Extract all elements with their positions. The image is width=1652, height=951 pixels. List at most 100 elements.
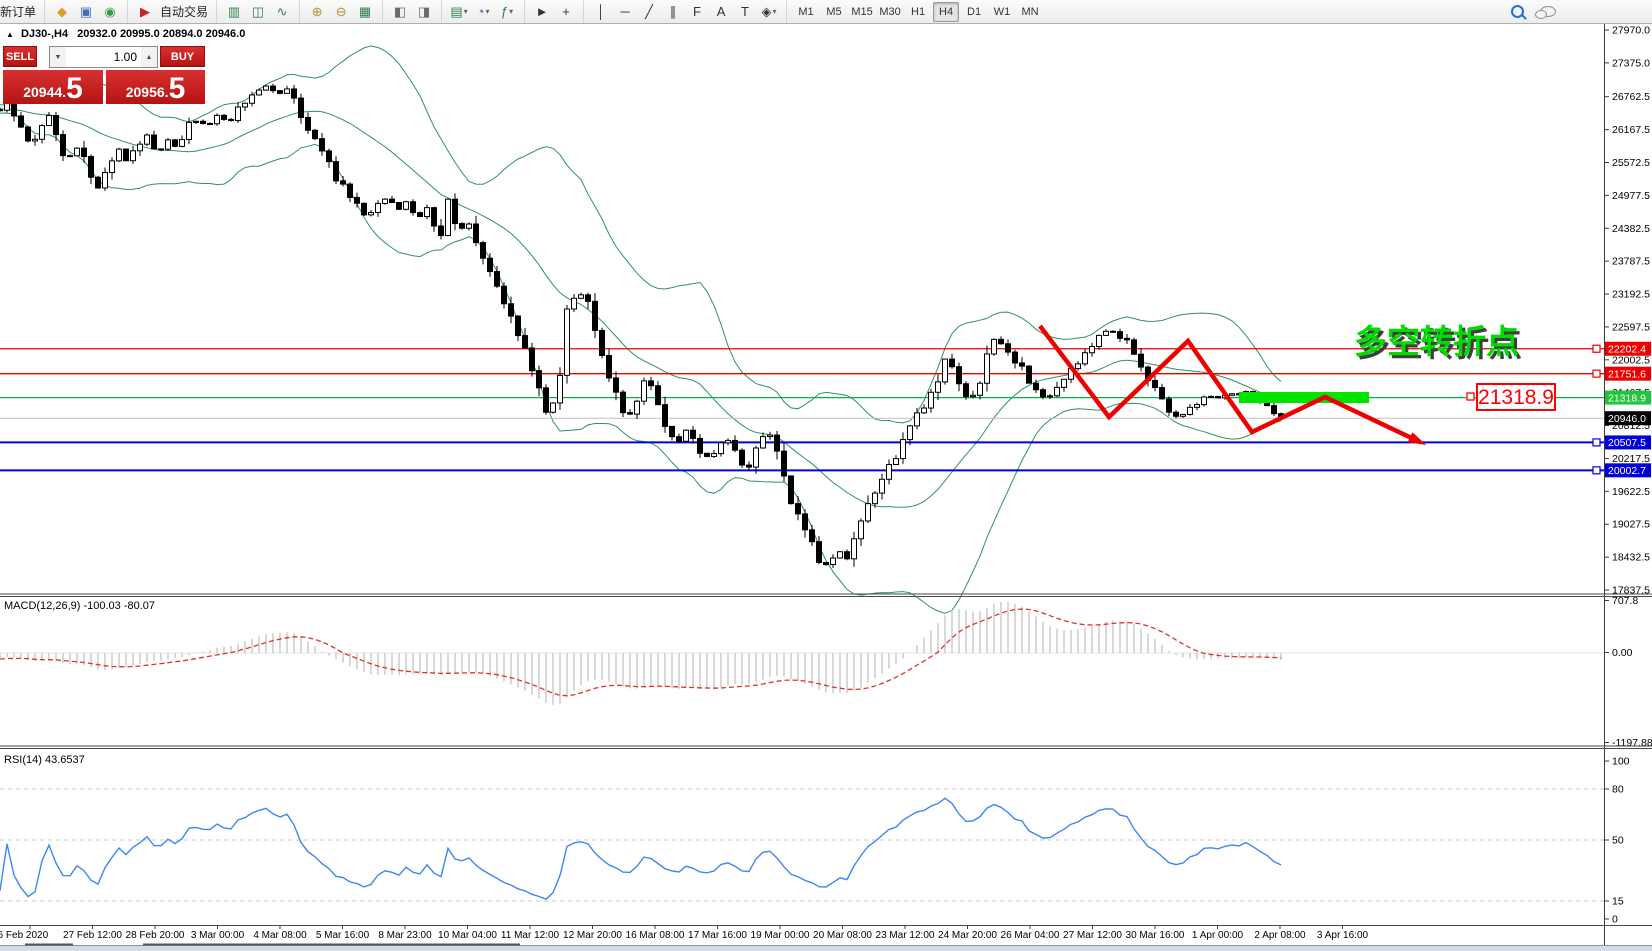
cascade-icon[interactable]: ◧ [393,3,407,19]
timeframe-mn[interactable]: MN [1021,5,1039,18]
svg-text:20002.7: 20002.7 [1608,465,1646,477]
svg-text:19027.5: 19027.5 [1612,519,1650,531]
svg-text:23192.5: 23192.5 [1612,289,1650,301]
toolbar-right [1503,0,1564,23]
svg-text:19622.5: 19622.5 [1612,486,1650,498]
svg-text:27 Feb 12:00: 27 Feb 12:00 [63,930,122,941]
trendline-icon[interactable]: ╱ [645,3,653,19]
svg-text:10 Mar 04:00: 10 Mar 04:00 [438,930,497,941]
chat-icon[interactable] [1535,6,1556,19]
vline-icon[interactable]: │ [596,4,606,19]
text-icon[interactable]: A [716,4,726,19]
dropdown-caret-icon[interactable]: ▾ [463,7,468,16]
toolbar: 新订单 ◆ ▣ ◉ ▶ 自动交易 ▥ ◫ ∿ ⊕ ⊖ ▦ ◧ ◨ ▤ ▾ ◔ ▾ ƒ ▾ ► + │ ─ ╱ ∥ F A T ◈ ▾… [0,0,1652,24]
line-chart-icon[interactable]: ∿ [276,3,288,19]
svg-text:80: 80 [1612,784,1624,796]
timeframe-w1[interactable]: W1 [993,5,1011,18]
level-lines [0,344,1604,475]
crosshair-icon[interactable]: + [562,4,570,19]
svg-text:3 Mar 00:00: 3 Mar 00:00 [191,930,245,941]
tile-windows-icon[interactable]: ▦ [358,3,372,19]
collapse-icon[interactable]: ▲ [6,30,14,39]
cursor-icon[interactable]: ► [535,4,549,19]
svg-text:20946.0: 20946.0 [1608,413,1646,425]
svg-text:17 Mar 16:00: 17 Mar 16:00 [688,930,747,941]
buy-button[interactable]: BUY [160,46,205,67]
sell-button[interactable]: SELL [3,46,37,67]
timeframe-d1[interactable]: D1 [967,5,982,18]
timeframe-m1[interactable]: M1 [798,5,814,18]
new-order-button[interactable]: 新订单 [0,5,37,19]
dropdown-caret-icon[interactable]: ▾ [485,7,490,16]
signal-icon[interactable]: ◉ [104,3,116,19]
svg-text:27375.0: 27375.0 [1612,57,1650,69]
svg-text:15: 15 [1612,896,1624,908]
indicators-icon[interactable]: ƒ ▾ [500,4,514,19]
svg-text:24977.5: 24977.5 [1612,190,1650,202]
package-icon[interactable]: ◆ [57,3,68,19]
timeframe-h4[interactable]: H4 [933,1,960,22]
bar-chart-icon[interactable]: ▥ [227,3,241,19]
svg-text:12 Mar 20:00: 12 Mar 20:00 [563,930,622,941]
dropdown-caret-icon[interactable]: ▾ [509,7,514,16]
svg-text:26 Feb 2020: 26 Feb 2020 [0,930,49,941]
svg-text:24 Mar 20:00: 24 Mar 20:00 [938,930,997,941]
panel-separators [0,593,1652,926]
autotrade-button[interactable]: 自动交易 [160,5,209,19]
svg-text:2 Apr 08:00: 2 Apr 08:00 [1254,930,1306,941]
svg-text:707.8: 707.8 [1612,595,1638,607]
candlestick-icon[interactable]: ◫ [251,3,265,19]
rsi-panel: RSI(14) 43.6537 [0,754,1604,902]
macd-title: MACD(12,26,9) -100.03 -80.07 [4,600,155,612]
channel-icon[interactable]: ∥ [669,3,677,19]
svg-text:25572.5: 25572.5 [1612,157,1650,169]
label-icon[interactable]: T [741,4,749,19]
bollinger-bands [0,45,1282,614]
svg-text:27 Mar 12:00: 27 Mar 12:00 [1063,930,1122,941]
period-icon[interactable]: ◔ ▾ [476,4,490,19]
toolbar-group: ► + [524,0,583,23]
svg-text:22202.4: 22202.4 [1608,344,1646,356]
svg-text:100: 100 [1612,756,1630,768]
buy-price[interactable]: 20956 . 5 [106,70,205,104]
volume-decrease-button[interactable]: ▼ [50,47,66,67]
window-bottom-frame [0,945,1652,951]
timeframe-h1[interactable]: H1 [911,5,926,18]
volume-increase-button[interactable]: ▲ [141,47,157,67]
sell-price[interactable]: 20944 . 5 [3,70,103,104]
svg-text:-1197.88: -1197.88 [1612,737,1652,749]
trend-zigzag-arrow [1038,324,1421,445]
toolbar-group: ◆ ▣ ◉ [44,0,127,23]
dropdown-caret-icon[interactable]: ▾ [772,7,777,16]
fibonacci-icon[interactable]: F [693,4,701,19]
candles [0,83,1284,569]
price-badges: 22202.4 21751.6 21318.9 20946.0 20507.5 20002… [1605,341,1651,478]
tile-horizontal-icon[interactable]: ◨ [417,3,431,19]
zoom-out-icon[interactable]: ⊖ [335,3,347,19]
autotrade-icon: ▶ [140,3,151,19]
history-center-icon[interactable]: ▣ [79,3,93,19]
svg-text:23 Mar 12:00: 23 Mar 12:00 [876,930,935,941]
toolbar-group: ⊕ ⊖ ▦ [299,0,382,23]
timeframe-m5[interactable]: M5 [826,5,842,18]
svg-text:19 Mar 00:00: 19 Mar 00:00 [751,930,810,941]
buy-price-dot: . [164,84,169,100]
svg-text:8 Mar 23:00: 8 Mar 23:00 [378,930,432,941]
search-icon[interactable] [1511,5,1524,18]
timeframe-m30[interactable]: M30 [879,5,901,18]
hline-icon[interactable]: ─ [620,4,630,19]
svg-text:22597.5: 22597.5 [1612,321,1650,333]
turning-point-shadow: 多空转折点 [1357,326,1522,363]
autotrade-group: ▶ 自动交易 [127,0,216,23]
volume-input[interactable] [66,47,141,67]
buy-price-main: 20956 [125,84,165,100]
sell-price-dot: . [62,84,67,100]
shapes-icon[interactable]: ◈ ▾ [761,3,777,19]
svg-text:16 Mar 08:00: 16 Mar 08:00 [626,930,685,941]
rsi-title: RSI(14) 43.6537 [4,754,85,766]
timeframe-m15[interactable]: M15 [851,5,873,18]
svg-text:18432.5: 18432.5 [1612,552,1650,564]
zoom-in-icon[interactable]: ⊕ [311,3,323,19]
new-chart-icon[interactable]: ▤ ▾ [450,3,468,19]
